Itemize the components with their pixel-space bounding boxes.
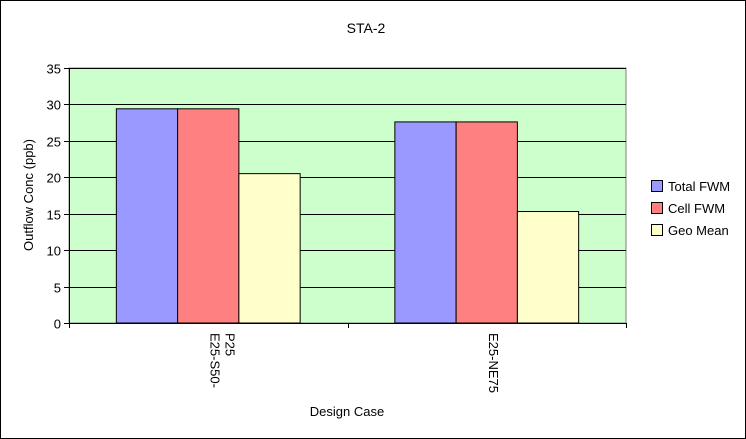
bar-geo-mean-1 xyxy=(238,173,301,324)
y-tick-label: 35 xyxy=(47,62,61,77)
bar-total-fwm-2 xyxy=(394,121,457,324)
chart-title: STA-2 xyxy=(347,20,386,36)
bar-cell-fwm-2 xyxy=(455,121,518,324)
legend-label-cell-fwm: Cell FWM xyxy=(668,200,726,216)
legend-label-total-fwm: Total FWM xyxy=(668,178,731,194)
legend-swatch-cell-fwm xyxy=(651,202,663,214)
legend-swatch-geo-mean xyxy=(651,224,663,236)
legend-label-geo-mean: Geo Mean xyxy=(668,222,729,238)
y-tick-label: 10 xyxy=(47,244,61,259)
x-tick-label: E25-NE75 xyxy=(486,333,501,393)
legend-item-cell-fwm: Cell FWM xyxy=(651,200,725,216)
bars xyxy=(115,108,580,324)
x-tick-label: E25-S50-P25 xyxy=(207,333,237,388)
legend-swatch-total-fwm xyxy=(651,180,663,192)
legend-item-total-fwm: Total FWM xyxy=(651,178,730,194)
bar-total-fwm-1 xyxy=(115,108,179,324)
y-axis-label: Outflow Conc (ppb) xyxy=(21,139,36,251)
y-tick-label: 0 xyxy=(54,317,61,332)
legend-item-geo-mean: Geo Mean xyxy=(651,222,729,238)
y-tick-label: 5 xyxy=(54,281,61,296)
bar-cell-fwm-1 xyxy=(177,108,240,324)
y-tick-label: 25 xyxy=(47,135,61,150)
y-tick-label: 15 xyxy=(47,208,61,223)
x-axis-label: Design Case xyxy=(310,404,384,419)
axes: 0 5 10 15 20 25 30 35 E25-S50-P25 E25-NE75 xyxy=(47,62,627,393)
bar-geo-mean-2 xyxy=(516,211,580,324)
y-tick-label: 20 xyxy=(47,171,61,186)
y-tick-label: 30 xyxy=(47,98,61,113)
legend: Total FWM Cell FWM Geo Mean xyxy=(641,168,744,248)
